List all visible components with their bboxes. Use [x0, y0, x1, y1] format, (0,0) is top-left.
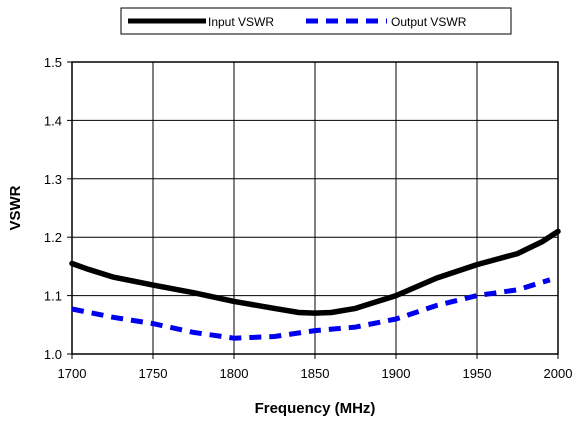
x-tick-label: 1700 [58, 366, 87, 381]
series-line-input-vswr [69, 228, 561, 316]
x-tick-label: 1900 [382, 366, 411, 381]
x-tick-label: 1800 [220, 366, 249, 381]
y-axis-title: VSWR [7, 185, 24, 230]
y-tick-label: 1.1 [44, 289, 62, 304]
x-tick-label: 1850 [301, 366, 330, 381]
chart-legend: Input VSWR Output VSWR [120, 7, 512, 35]
series-line-output-vswr [71, 277, 551, 341]
y-tick-label: 1.0 [44, 347, 62, 362]
series-layer [69, 228, 561, 341]
x-tick-label: 2000 [544, 366, 573, 381]
grid-lines [71, 61, 559, 355]
x-tick-label: 1950 [463, 366, 492, 381]
y-tick-label: 1.2 [44, 230, 62, 245]
y-tick-label: 1.5 [44, 55, 62, 70]
y-tick-label: 1.4 [44, 113, 62, 128]
x-axis-title: Frequency (MHz) [255, 400, 376, 417]
tick-labels: 1700 1750 1800 1850 1900 1950 2000 1.0 1.1 1.2 1.3… [44, 55, 573, 381]
legend-label-input: Input VSWR [208, 15, 274, 29]
x-tick-label: 1750 [139, 366, 168, 381]
y-tick-label: 1.3 [44, 172, 62, 187]
legend-label-output: Output VSWR [391, 15, 467, 29]
